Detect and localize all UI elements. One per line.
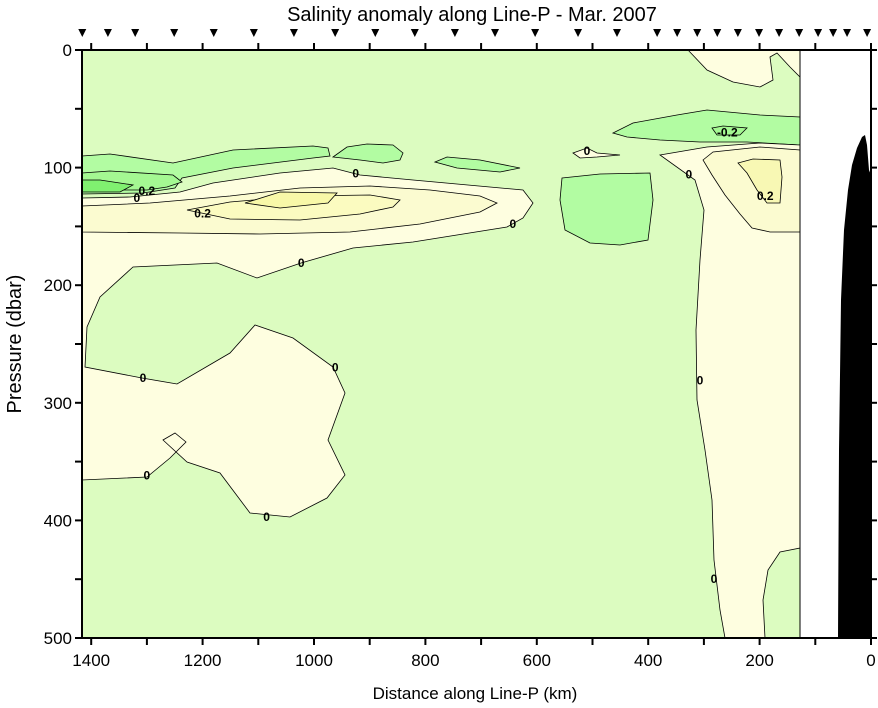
station-marker [775,29,784,37]
y-axis-label: Pressure (dbar) [4,275,26,414]
station-marker [863,29,872,37]
contour-label: 0 [332,361,339,375]
contour-level-0-fill [82,50,800,638]
x-axis-label: Distance along Line-P (km) [373,684,578,703]
contour-label: 0 [140,371,147,385]
contour-label: 0 [584,144,591,158]
contour-negative-blob [559,172,654,246]
station-marker [209,29,218,37]
x-tick-label: 1200 [184,651,222,670]
contour-positive-left [81,167,534,518]
contour-negative-core-right [711,125,748,136]
x-tick-label: 400 [634,651,662,670]
station-marker [249,29,258,37]
y-tick-label: 100 [44,159,72,178]
station-marker [713,29,722,37]
station-marker [78,29,87,37]
station-marker [653,29,662,37]
station-marker [371,29,380,37]
contour-label: 0 [352,166,359,180]
contour-label: 0.2 [194,206,211,220]
station-marker [531,29,540,37]
x-tick-label: 600 [523,651,551,670]
contour-label: 0 [686,168,693,182]
contour-label: 0 [263,510,270,524]
station-marker [491,29,500,37]
contour-negative-blob [433,156,521,173]
x-tick-label: 1400 [72,651,110,670]
station-marker [410,29,419,37]
station-marker [574,29,583,37]
x-tick-label: 200 [745,651,773,670]
station-marker [289,29,298,37]
station-marker [331,29,340,37]
station-marker [450,29,459,37]
y-tick-label: 300 [44,394,72,413]
station-marker [673,29,682,37]
y-tick-label: 400 [44,511,72,530]
station-marker [755,29,764,37]
station-marker [795,29,804,37]
contour-label: 0.2 [139,184,156,198]
contour-label: 0 [298,256,305,270]
contour-label: 0 [697,373,704,387]
station-marker [814,29,823,37]
y-tick-label: 500 [44,629,72,648]
contour-label: 0 [144,469,151,483]
contour-label: 0 [711,572,718,586]
contour-label: 0 [134,191,141,205]
axes: 1400 1200 1000 800 600 400 200 0 0 100 200 300 400 50… [44,29,877,670]
y-tick-label: 200 [44,276,72,295]
station-markers [78,29,872,37]
bathymetry [838,135,871,638]
chart-title: Salinity anomaly along Line-P - Mar. 200… [287,4,657,26]
station-marker [170,29,179,37]
contour-negative-blob [331,143,404,164]
contour-label: -0.2 [717,125,738,139]
station-marker [103,29,112,37]
contour-label: 0.2 [757,189,774,203]
contour-positive-small [572,147,621,159]
station-marker [733,29,742,37]
station-marker [131,29,140,37]
x-tick-label: 800 [411,651,439,670]
x-tick-label: 0 [866,651,875,670]
contour-0.3-left [244,191,338,209]
station-marker [613,29,622,37]
x-tick-label: 1000 [295,651,333,670]
contour-0.2-right [737,158,783,204]
station-marker [829,29,838,37]
station-marker [693,29,702,37]
contour-label: 0 [510,217,517,231]
station-marker [843,29,852,37]
y-tick-label: 0 [63,41,72,60]
